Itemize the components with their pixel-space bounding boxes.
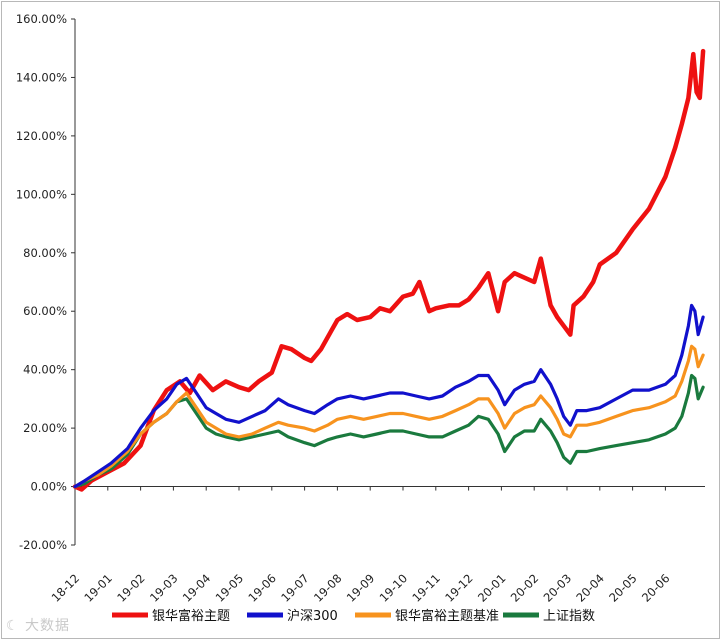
watermark-text: 大数据 xyxy=(25,618,71,634)
watermark-logo-icon: ☾ xyxy=(6,618,20,634)
x-tick-label: 19-08 xyxy=(311,571,345,605)
x-tick-label: 19-02 xyxy=(114,571,148,605)
x-tick-label: 18-12 xyxy=(49,571,83,605)
x-tick-label: 19-03 xyxy=(147,571,181,605)
x-tick-label: 20-02 xyxy=(508,571,542,605)
x-tick-label: 19-09 xyxy=(344,571,378,605)
watermark: ☾ 大数据 xyxy=(6,615,70,635)
y-tick-label: -20.00% xyxy=(19,538,67,552)
x-tick-label: 19-12 xyxy=(442,571,476,605)
x-tick-label: 19-10 xyxy=(377,571,411,605)
legend: 银华富裕主题 沪深300 银华富裕主题基准 上证指数 xyxy=(112,608,595,624)
y-tick-label: 20.00% xyxy=(23,421,67,435)
x-tick-label: 19-04 xyxy=(180,571,214,605)
axes: -20.00% 0.00% 20.00% 40.00% 60.00% 80.00% 100.… xyxy=(16,12,705,605)
x-tick-label: 20-06 xyxy=(639,571,673,605)
y-tick-label: 120.00% xyxy=(16,129,67,143)
y-tick-label: 100.00% xyxy=(16,187,67,201)
legend-label: 上证指数 xyxy=(543,609,595,624)
x-tick-label: 20-04 xyxy=(573,571,607,605)
x-tick-label: 19-05 xyxy=(213,571,247,605)
y-tick-label: 160.00% xyxy=(16,12,67,26)
legend-label: 沪深300 xyxy=(287,608,338,624)
series-line xyxy=(73,303,705,489)
series-line xyxy=(73,344,705,489)
series-line xyxy=(72,48,706,492)
y-tick-label: 140.00% xyxy=(16,70,67,84)
legend-label: 银华富裕主题基准 xyxy=(395,608,499,624)
x-tick-label: 19-01 xyxy=(81,571,115,605)
legend-label: 银华富裕主题 xyxy=(152,608,230,624)
x-tick-label: 20-01 xyxy=(475,571,509,605)
y-tick-label: 60.00% xyxy=(23,304,67,318)
series-line xyxy=(73,373,705,489)
y-tick-label: 0.00% xyxy=(30,480,67,494)
y-tick-label: 40.00% xyxy=(23,363,67,377)
x-tick-label: 19-07 xyxy=(278,571,312,605)
x-tick-label: 19-06 xyxy=(245,571,279,605)
series-lines xyxy=(72,48,706,492)
x-tick-label: 20-05 xyxy=(606,571,640,605)
x-tick-label: 20-03 xyxy=(541,571,575,605)
x-tick-label: 19-11 xyxy=(409,571,443,605)
y-tick-label: 80.00% xyxy=(23,246,67,260)
